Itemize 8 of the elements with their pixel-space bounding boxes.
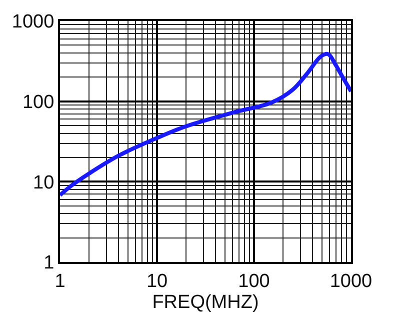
y-tick-label: 1 — [44, 252, 54, 274]
x-tick-label: 1000 — [330, 270, 372, 292]
x-tick-label: 10 — [146, 270, 168, 292]
y-tick-label: 100 — [22, 92, 54, 113]
x-axis-title: FREQ(MHZ) — [152, 292, 259, 314]
y-tick-label: 10 — [33, 172, 54, 194]
y-tick-label: 1000 — [12, 12, 54, 33]
x-tick-label: 100 — [238, 270, 270, 292]
